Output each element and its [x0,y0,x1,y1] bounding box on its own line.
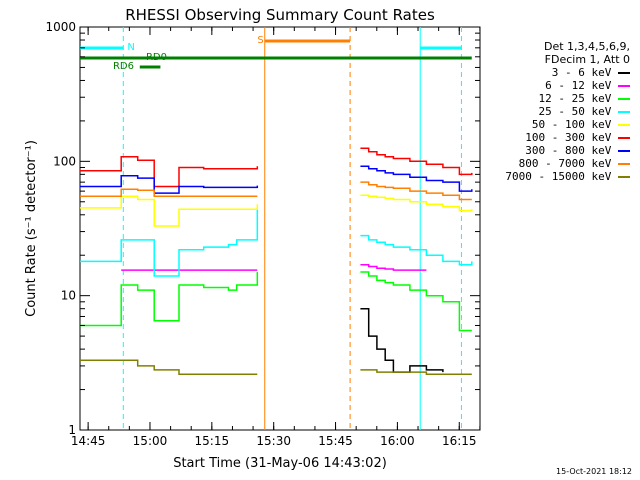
legend-header-line-2: FDecim 1, Att 0 [544,53,630,66]
legend-header-line-1: Det 1,3,4,5,6,9, [543,40,630,53]
x-axis: 14:45 15:00 15:15 15:30 15:45 16:00 16:15 [71,27,481,448]
legend-entry-label: 800 - 7000 keV [518,157,618,170]
y-tick-label: 10 [61,289,76,303]
x-tick-label: 15:15 [195,434,230,448]
x-tick-label: 16:15 [442,434,477,448]
legend-swatch [618,137,630,139]
series-line [80,194,473,227]
y-axis-label: Count Rate (s⁻¹ detector⁻¹) [24,140,39,317]
x-tick-label: 16:00 [380,434,415,448]
legend-entry: 800 - 7000 keV [470,157,630,170]
series-line [80,181,472,201]
legend-entry: 12 - 25 keV [470,92,630,105]
flag-label: RD0 [146,52,167,63]
chart-title: RHESSI Observing Summary Count Rates [125,6,435,24]
legend-swatch [618,176,630,178]
series-line [80,147,473,188]
footer-timestamp: 15-Oct-2021 18:12 [556,467,632,476]
series-line [80,207,473,277]
y-tick-label: 1000 [45,20,76,34]
series-line [80,165,473,194]
x-tick-label: 14:45 [71,434,106,448]
legend-entry: 300 - 800 keV [470,144,630,157]
series-line [121,263,427,271]
legend-swatch [618,124,630,126]
series-line [80,359,472,376]
legend-entry: 6 - 12 keV [470,79,630,92]
legend-swatch [618,98,630,100]
legend-entry-label: 7000 - 15000 keV [505,170,618,183]
series-lines [80,147,473,376]
vertical-markers [122,27,462,430]
plot-frame [79,26,481,431]
legend-entry-label: 12 - 25 keV [538,92,618,105]
series-line [80,271,472,332]
legend-entry-label: 300 - 800 keV [525,144,618,157]
legend-swatch [618,85,630,87]
legend-entry-label: 50 - 100 keV [531,118,618,131]
legend-entry-label: 6 - 12 keV [545,79,618,92]
legend-entry: 50 - 100 keV [470,118,630,131]
y-tick-label: 100 [53,154,76,168]
legend-entry: 3 - 6 keV [470,66,630,79]
legend-entry-label: 3 - 6 keV [551,66,618,79]
flag-bars: N S RD6 RD0 [80,35,472,72]
legend-entry: 7000 - 15000 keV [470,170,630,183]
x-tick-label: 15:45 [318,434,353,448]
legend: Det 1,3,4,5,6,9, FDecim 1, Att 0 3 - 6 k… [470,40,630,183]
legend-entry-label: 100 - 300 keV [525,131,618,144]
legend-swatch [618,163,630,165]
flag-label: N [127,42,134,53]
y-axis: 1 10 100 1000 [45,20,480,437]
legend-entry-label: 25 - 50 keV [538,105,618,118]
flag-label: RD6 [113,61,134,72]
legend-swatch [618,72,630,74]
legend-swatch [618,150,630,152]
x-tick-label: 15:00 [133,434,168,448]
legend-entry: 25 - 50 keV [470,105,630,118]
x-axis-label: Start Time (31-May-06 14:43:02) [173,456,387,471]
flag-label: S [257,35,263,46]
legend-swatch [618,111,630,113]
legend-entry: 100 - 300 keV [470,131,630,144]
y-tick-label: 1 [68,423,76,437]
x-tick-label: 15:30 [256,434,291,448]
series-line [360,307,444,373]
